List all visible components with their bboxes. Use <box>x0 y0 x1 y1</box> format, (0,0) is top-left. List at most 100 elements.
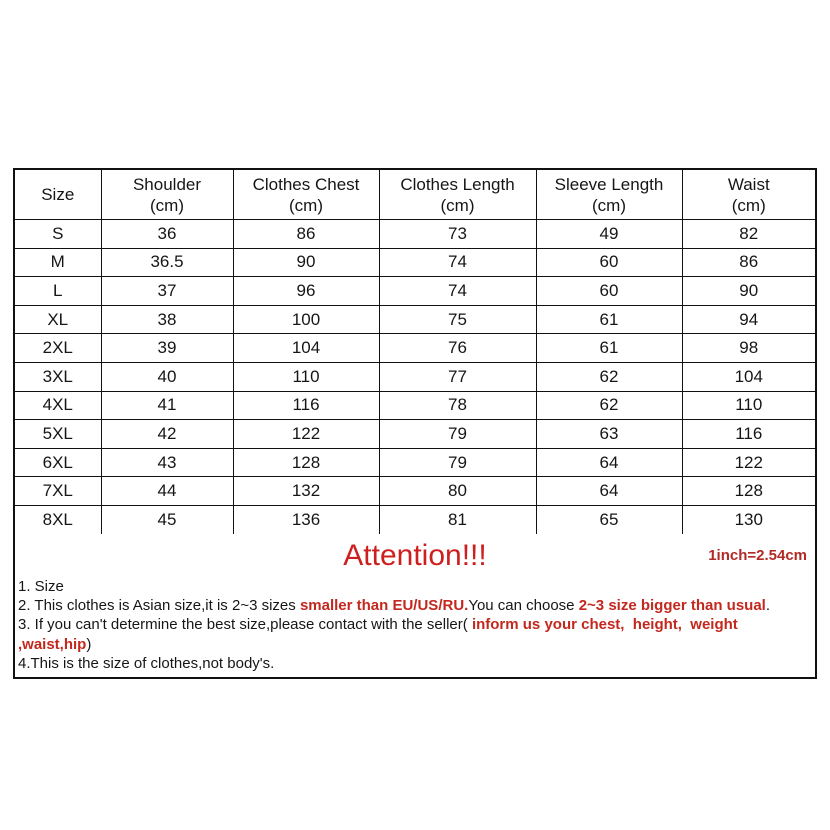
size-cell: M <box>14 247 102 278</box>
length-cell: 79 <box>378 447 537 478</box>
table-row: S 36 86 73 49 82 <box>14 219 816 249</box>
sleeve-cell: 61 <box>535 333 683 363</box>
waist-cell: 110 <box>681 390 816 421</box>
note-line: 3. If you can't determine the best size,… <box>18 615 811 654</box>
chest-cell: 116 <box>232 390 380 421</box>
table-row: XL 38 100 75 61 94 <box>14 304 816 335</box>
length-cell: 81 <box>378 504 537 535</box>
length-cell: 75 <box>378 304 537 335</box>
table-row: 6XL 43 128 79 64 122 <box>14 447 816 478</box>
notes-list: 1. Size 2. This clothes is Asian size,it … <box>15 577 815 677</box>
sleeve-cell: 62 <box>535 361 683 392</box>
header-label: Clothes Chest <box>252 175 360 194</box>
note-text: ) <box>86 635 92 653</box>
waist-cell: 98 <box>681 333 816 363</box>
header-row: Size Shoulder (cm) Clothes Chest (cm) Cl… <box>14 169 816 220</box>
shoulder-cell: 44 <box>100 476 234 506</box>
chest-cell: 122 <box>232 419 380 449</box>
size-table-body: S 36 86 73 49 82 M 36.5 90 74 60 86 L 37… <box>14 219 816 535</box>
note-line: 2. This clothes is Asian size,it is 2~3 … <box>18 596 811 615</box>
header-unit: (cm) <box>440 196 475 215</box>
sleeve-cell: 65 <box>535 504 683 535</box>
size-cell: 7XL <box>14 476 102 506</box>
size-cell: XL <box>14 304 102 335</box>
size-cell: 5XL <box>14 419 102 449</box>
note-text: You can choose <box>468 596 579 614</box>
inch-conversion-note: 1inch=2.54cm <box>708 546 807 564</box>
note-line: 1. Size <box>18 577 811 596</box>
waist-cell: 128 <box>681 476 816 506</box>
table-row: 2XL 39 104 76 61 98 <box>14 333 816 363</box>
chest-cell: 100 <box>232 304 380 335</box>
shoulder-cell: 40 <box>100 361 234 392</box>
note-text: 1. Size <box>18 577 64 595</box>
shoulder-cell: 39 <box>100 333 234 363</box>
waist-cell: 130 <box>681 504 816 535</box>
header-cell-shoulder: Shoulder (cm) <box>100 169 234 220</box>
length-cell: 77 <box>378 361 537 392</box>
chest-cell: 132 <box>232 476 380 506</box>
header-label: Waist <box>727 175 770 194</box>
header-label: Sleeve Length <box>554 175 664 194</box>
length-cell: 78 <box>378 390 537 421</box>
shoulder-cell: 36 <box>100 219 234 249</box>
table-row: L 37 96 74 60 90 <box>14 276 816 306</box>
shoulder-cell: 41 <box>100 390 234 421</box>
waist-cell: 82 <box>681 219 816 249</box>
sleeve-cell: 49 <box>535 219 683 249</box>
note-text: 2. This clothes is Asian size,it is 2~3 … <box>18 596 300 614</box>
size-cell: 3XL <box>14 361 102 392</box>
header-unit: (cm) <box>592 196 626 215</box>
header-cell-waist: Waist (cm) <box>681 169 816 220</box>
waist-cell: 122 <box>681 447 816 478</box>
note-highlight: smaller than EU/US/RU. <box>299 596 469 614</box>
size-table: Size Shoulder (cm) Clothes Chest (cm) Cl… <box>14 169 816 535</box>
chest-cell: 128 <box>232 447 380 478</box>
length-cell: 74 <box>378 247 537 278</box>
length-cell: 74 <box>378 276 537 306</box>
attention-section: Attention!!! 1inch=2.54cm <box>15 534 815 577</box>
note-text: . <box>765 596 771 614</box>
size-cell: 6XL <box>14 447 102 478</box>
sleeve-cell: 61 <box>535 304 683 335</box>
size-cell: 2XL <box>14 333 102 363</box>
table-row: 8XL 45 136 81 65 130 <box>14 504 816 535</box>
header-unit: (cm) <box>731 196 766 215</box>
note-line: 4.This is the size of clothes,not body's… <box>18 654 811 673</box>
length-cell: 79 <box>378 419 537 449</box>
sleeve-cell: 63 <box>535 419 683 449</box>
shoulder-cell: 43 <box>100 447 234 478</box>
chest-cell: 96 <box>232 276 380 306</box>
sleeve-cell: 60 <box>535 276 683 306</box>
note-highlight: inform us your chest, height, weight ,wa… <box>18 616 742 653</box>
shoulder-cell: 37 <box>100 276 234 306</box>
note-text: 4.This is the size of clothes,not body's… <box>18 655 275 673</box>
shoulder-cell: 36.5 <box>100 247 234 278</box>
table-row: 5XL 42 122 79 63 116 <box>14 419 816 449</box>
chest-cell: 110 <box>232 361 380 392</box>
table-row: 7XL 44 132 80 64 128 <box>14 476 816 506</box>
shoulder-cell: 42 <box>100 419 234 449</box>
waist-cell: 116 <box>681 419 816 449</box>
waist-cell: 94 <box>681 304 816 335</box>
table-row: 3XL 40 110 77 62 104 <box>14 361 816 392</box>
chest-cell: 86 <box>232 219 380 249</box>
header-cell-size: Size <box>14 169 102 220</box>
chest-cell: 90 <box>232 247 380 278</box>
size-cell: 8XL <box>14 504 102 535</box>
length-cell: 73 <box>378 219 537 249</box>
attention-title: Attention!!! <box>343 538 487 572</box>
header-unit: (cm) <box>150 196 184 215</box>
waist-cell: 104 <box>681 361 816 392</box>
note-highlight: 2~3 size bigger than usual <box>578 596 766 614</box>
header-cell-sleeve-length: Sleeve Length (cm) <box>535 169 683 220</box>
chest-cell: 104 <box>232 333 380 363</box>
header-label: Shoulder <box>132 175 202 194</box>
sleeve-cell: 60 <box>535 247 683 278</box>
waist-cell: 86 <box>681 247 816 278</box>
header-cell-clothes-length: Clothes Length (cm) <box>378 169 537 220</box>
shoulder-cell: 38 <box>100 304 234 335</box>
size-cell: 4XL <box>14 390 102 421</box>
note-text: 3. If you can't determine the best size,… <box>18 616 472 634</box>
sleeve-cell: 64 <box>535 476 683 506</box>
